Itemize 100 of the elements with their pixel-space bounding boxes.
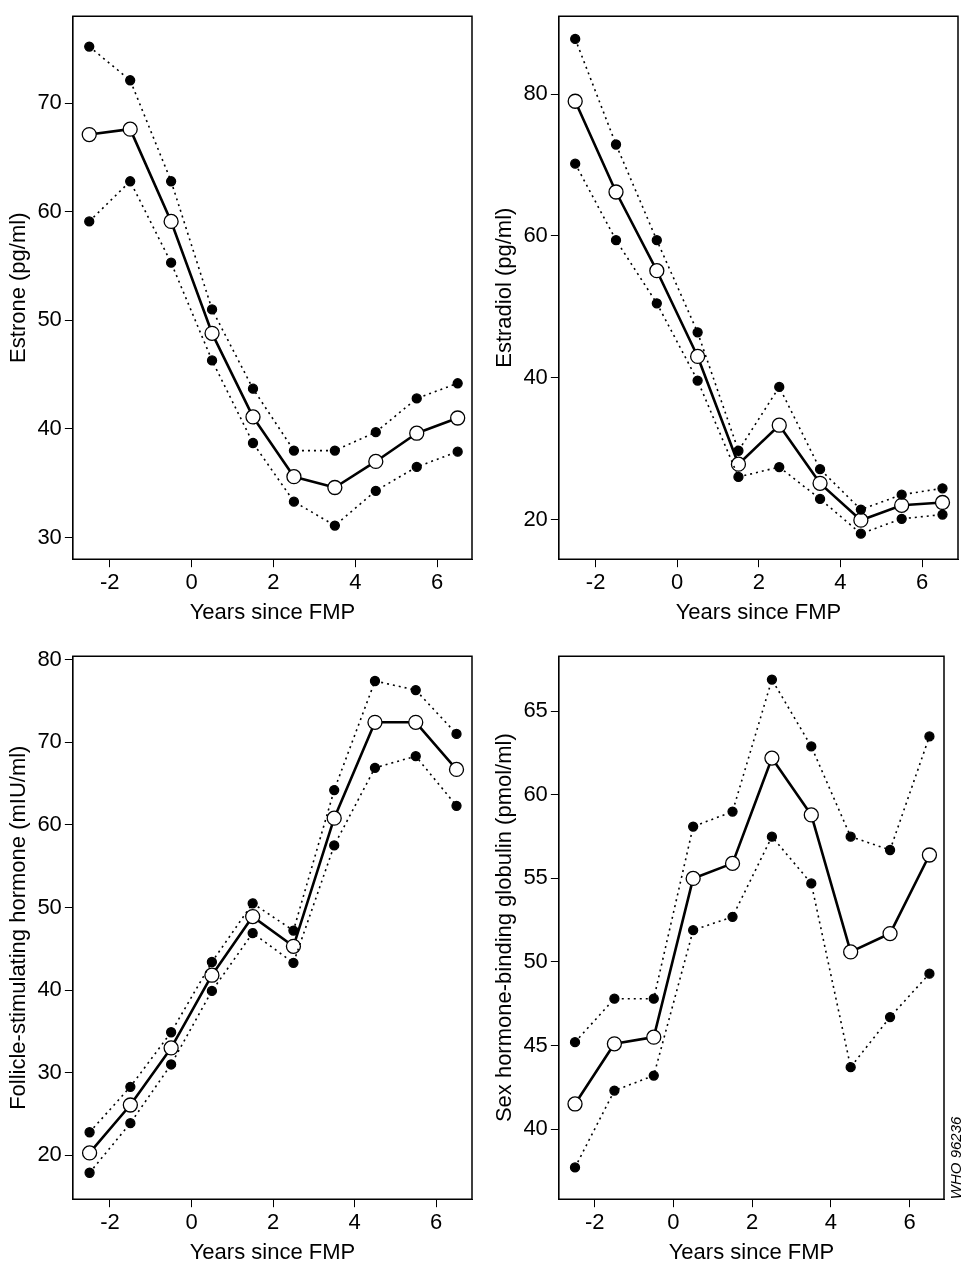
point (206, 355, 218, 366)
y-tick-label: 20 (37, 1141, 62, 1167)
point (934, 494, 951, 511)
point (452, 446, 463, 457)
x-tick-label: 4 (348, 1209, 361, 1235)
point (689, 348, 706, 365)
point (408, 714, 424, 730)
point (806, 741, 817, 752)
y-tick-label: 30 (37, 1058, 62, 1084)
y-tick-label: 30 (37, 523, 62, 549)
point (685, 870, 701, 887)
point (609, 1085, 620, 1096)
x-tick-label: 2 (752, 569, 765, 595)
point (649, 263, 665, 279)
point (814, 493, 826, 505)
text: WHO 96236 (946, 1116, 964, 1200)
point (845, 1062, 856, 1073)
point (692, 375, 703, 386)
y-tick-label: 50 (523, 948, 548, 974)
point (204, 325, 220, 341)
point (608, 184, 624, 200)
point (882, 925, 898, 942)
point (924, 968, 935, 979)
point (855, 504, 867, 515)
point (764, 750, 780, 766)
point (410, 751, 421, 762)
x-tick-label: 0 (185, 569, 198, 595)
x-tick-label: 4 (834, 569, 847, 595)
x-tick-label: 2 (266, 1209, 280, 1235)
y-tick-label: 40 (523, 1115, 548, 1141)
point (370, 426, 381, 438)
y-tick-label: 50 (37, 893, 62, 919)
y-axis-title: Follicle-stimulating hormone (mIU/ml) (5, 745, 31, 1110)
point (921, 847, 938, 863)
point (204, 967, 220, 983)
point (367, 714, 383, 730)
point (285, 938, 302, 954)
point (812, 475, 828, 491)
x-tick-label: 4 (349, 569, 362, 595)
y-tick-label: 50 (37, 306, 62, 332)
point (724, 855, 741, 872)
x-tick-label: 4 (824, 1209, 838, 1235)
point (245, 908, 261, 925)
point (766, 831, 778, 842)
point (774, 461, 785, 473)
x-axis-title: Years since FMP (675, 598, 842, 624)
point (733, 471, 744, 483)
point (165, 1059, 177, 1070)
y-tick-label: 20 (523, 505, 548, 531)
point (84, 216, 95, 227)
y-tick-label: 70 (37, 728, 62, 754)
point (646, 1029, 662, 1045)
y-axis-title: Sex hormone-binding globulin (pmol/ml) (491, 733, 517, 1123)
y-tick-label: 80 (523, 80, 548, 106)
point (84, 1127, 95, 1138)
point (845, 831, 856, 842)
point (84, 1167, 95, 1178)
point (84, 41, 95, 52)
point (247, 898, 258, 909)
point (688, 925, 699, 936)
point (569, 1037, 581, 1048)
x-tick-label: 6 (915, 569, 929, 595)
point (247, 927, 258, 939)
point (125, 1118, 136, 1129)
point (81, 126, 97, 143)
point (368, 453, 384, 470)
point (165, 1027, 177, 1038)
point (896, 513, 907, 524)
y-tick-label: 55 (523, 864, 548, 890)
point (450, 410, 466, 426)
point (766, 674, 778, 685)
point (286, 469, 302, 485)
point (843, 944, 859, 960)
point (409, 425, 425, 441)
x-tick-label: 0 (671, 569, 684, 595)
y-tick-label: 40 (37, 976, 62, 1002)
point (884, 1011, 896, 1023)
point (206, 304, 218, 315)
point (896, 489, 907, 500)
point (730, 456, 747, 472)
y-tick-label: 65 (523, 697, 548, 723)
point (81, 1145, 98, 1161)
point (125, 176, 136, 187)
point (688, 821, 699, 832)
point (733, 445, 744, 456)
point (288, 957, 299, 968)
point (648, 1070, 659, 1081)
point (163, 213, 179, 230)
point (727, 806, 738, 817)
x-tick-label: 2 (267, 569, 280, 595)
point (288, 925, 299, 936)
point (924, 731, 935, 742)
point (567, 1096, 583, 1112)
y-tick-label: 60 (523, 222, 548, 248)
point (329, 840, 340, 851)
point (648, 993, 659, 1004)
point (570, 33, 581, 45)
point (451, 800, 462, 811)
point (369, 762, 381, 773)
x-tick-label: 6 (431, 569, 444, 595)
